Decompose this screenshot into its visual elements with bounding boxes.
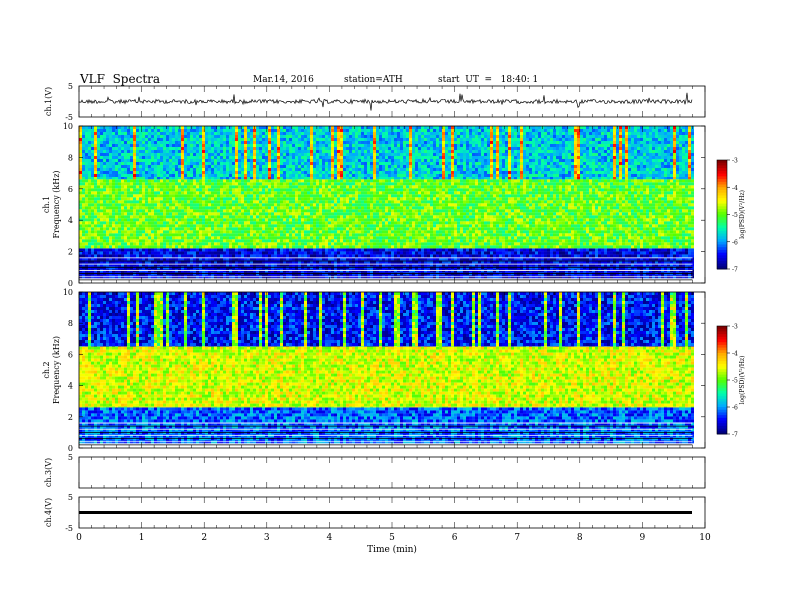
y-tick-label: 5 xyxy=(68,82,73,91)
y-tick-label: 6 xyxy=(68,350,73,359)
y-tick-label: 4 xyxy=(68,216,73,225)
y-tick-label: 5 xyxy=(68,453,73,462)
y-tick-label: -5 xyxy=(65,113,73,122)
x-axis-label: Time (min) xyxy=(367,544,417,555)
colorbar-tick-label: -3 xyxy=(732,158,738,165)
x-tick-label: 3 xyxy=(264,533,270,543)
colorbar-tick-label: -4 xyxy=(732,185,738,192)
colorbar-tick-label: -5 xyxy=(732,212,738,219)
y-axis-label: ch.4(V) xyxy=(44,498,53,527)
x-tick-label: 7 xyxy=(514,533,520,543)
x-tick-label: 10 xyxy=(699,533,711,543)
colorbar-tick-label: -7 xyxy=(732,267,738,274)
colorbar-label: log(PSD)(V²/Hz) xyxy=(739,356,746,405)
y-tick-label: 5 xyxy=(68,493,73,502)
y-axis-label: ch.3(V) xyxy=(44,458,53,487)
colorbar-tick-label: -7 xyxy=(732,432,738,439)
y-axis-label: Frequency (kHz) xyxy=(52,170,61,238)
spectrogram-ch.2 xyxy=(79,292,694,445)
y-tick-label: 10 xyxy=(63,122,73,131)
vlf-figure: ch.1(V)5-5-3-4-5-6-7log(PSD)(V²/Hz)ch.1 F… xyxy=(0,0,792,612)
y-tick-label: 8 xyxy=(68,319,73,328)
x-tick-label: 6 xyxy=(452,533,458,543)
colorbar-tick-label: -5 xyxy=(732,378,738,385)
colorbar-tick-label: -3 xyxy=(732,324,738,331)
x-tick-label: 2 xyxy=(201,533,207,543)
x-tick-label: 4 xyxy=(327,533,333,543)
y-tick-label: 0 xyxy=(68,444,73,453)
y-tick-label: 2 xyxy=(68,248,73,257)
y-tick-label: -5 xyxy=(65,524,73,533)
y-tick-label: 0 xyxy=(68,279,73,288)
x-tick-label: 5 xyxy=(389,533,395,543)
waveform-trace xyxy=(79,93,692,111)
x-tick-label: 1 xyxy=(139,533,145,543)
y-axis-label: Frequency (kHz) xyxy=(52,336,61,404)
channel-label: ch.2 xyxy=(42,361,51,378)
x-tick-label: 9 xyxy=(640,533,646,543)
channel-label: ch.1 xyxy=(42,196,51,213)
y-tick-label: 10 xyxy=(63,288,73,297)
colorbar-tick-label: -6 xyxy=(732,239,738,246)
spectrogram-ch.1 xyxy=(79,126,694,280)
y-tick-label: 8 xyxy=(68,153,73,162)
colorbar-label: log(PSD)(V²/Hz) xyxy=(739,190,746,239)
colorbar-tick-label: -6 xyxy=(732,405,738,412)
colorbar-tick-label: -4 xyxy=(732,351,738,358)
y-tick-label: 6 xyxy=(68,185,73,194)
y-axis-label: ch.1(V) xyxy=(44,87,53,116)
y-tick-label: 2 xyxy=(68,413,73,422)
x-tick-label: 8 xyxy=(577,533,583,543)
x-tick-label: 0 xyxy=(76,533,82,543)
y-tick-label: 4 xyxy=(68,382,73,391)
